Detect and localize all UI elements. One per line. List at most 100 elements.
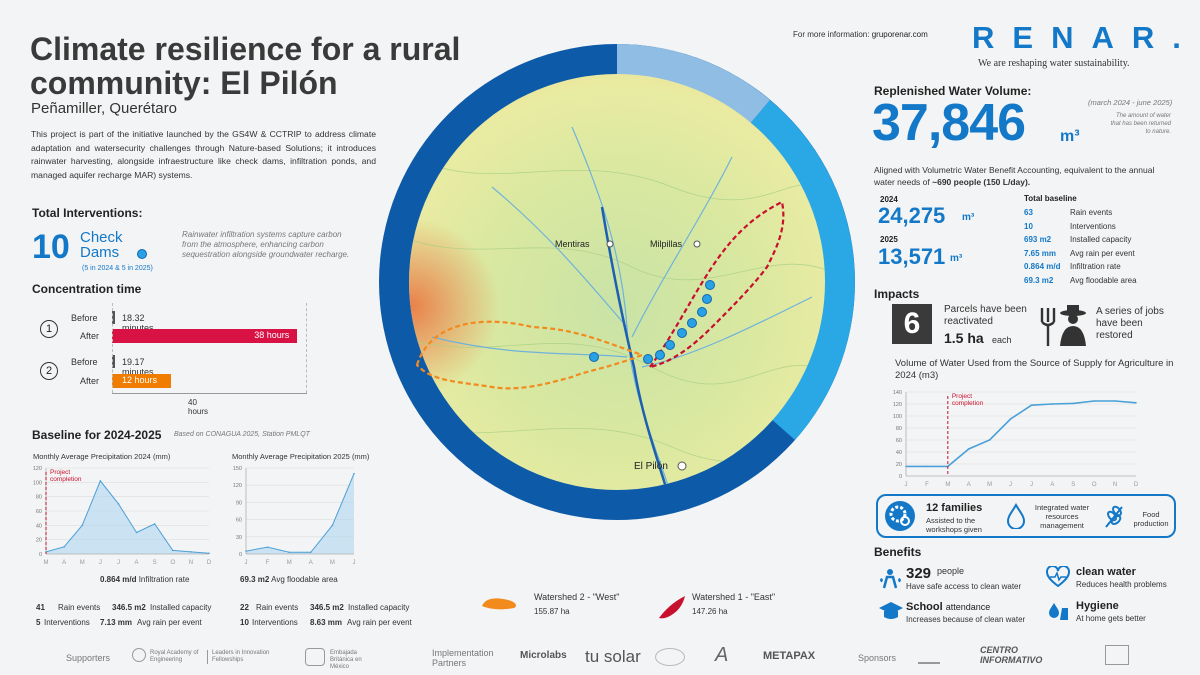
y-tick-label: 120 [893, 402, 902, 408]
data-point [81, 524, 84, 527]
people-value: 329 [906, 565, 932, 582]
volume-note: The amount of water that has been return… [1110, 113, 1171, 135]
parcels-text: Parcels have been reactivated [944, 304, 1027, 327]
x-tick-label: J [1030, 482, 1033, 488]
series-area [46, 480, 209, 554]
stat-2024-interventions-value: 5 [36, 618, 41, 627]
microlabs-logo: Microlabs [520, 650, 567, 661]
total-infiltration-label: Infiltration rate [1070, 262, 1121, 271]
supporters-label: Supporters [66, 653, 111, 663]
clean-water-title: clean water [1076, 566, 1136, 578]
y-tick-label: 80 [896, 426, 902, 432]
totals-heading: Total baseline [1024, 194, 1077, 203]
school-text: Increases because of clean water [906, 615, 1026, 624]
hygiene-title: Hygiene [1076, 600, 1119, 612]
stat-2025-area-value: 69.3 m2 [240, 575, 270, 584]
x-tick-label: A [1050, 482, 1054, 488]
clean-water-text: Reduces health problems [1076, 580, 1167, 589]
row1-after-label: After [80, 331, 100, 341]
data-point [99, 480, 102, 482]
footer: Supporters Royal Academy of Engineering … [0, 640, 1200, 675]
data-point [288, 551, 290, 554]
year1-unit: m³ [962, 212, 975, 223]
total-interventions-label: Interventions [1070, 221, 1116, 231]
farmer-icon [1040, 305, 1086, 346]
data-point [1093, 400, 1095, 402]
sponsors-label: Sponsors [858, 653, 897, 663]
stat-2024-interventions-label: Interventions [44, 618, 90, 627]
stat-2024-rate-value: 0.864 m/d [100, 575, 137, 584]
stat-2025-capacity-label: Installed capacity [348, 603, 410, 612]
legend-west-area: 155.87 ha [534, 607, 570, 616]
place-label-mentiras: Mentiras [555, 239, 590, 249]
row2-after-value: 12 hours [122, 375, 158, 385]
tusolar-logo: tu solar [585, 647, 641, 666]
concentration-scale-line [112, 393, 307, 394]
impact-box [876, 494, 1176, 538]
sponsor-1-logo-icon [918, 648, 940, 664]
x-tick-label: J [905, 482, 908, 488]
watershed-map: Mentiras Milpillas El Pilón [379, 44, 855, 520]
stat-2024-rate-label: Infiltration rate [138, 575, 190, 584]
y-tick-label: 120 [33, 466, 42, 472]
families-text: Assisted to the workshops given [926, 516, 982, 534]
total-rain-events-label: Rain events [1070, 208, 1113, 217]
year1-label: 2024 [880, 195, 898, 204]
brand-logo: RENAR. [972, 20, 1199, 55]
stat-2025-area: 69.3 m2 Avg floodable area [240, 575, 338, 584]
water-drop-icon [1006, 503, 1026, 529]
y-tick-label: 60 [896, 438, 902, 444]
total-floodable-value: 69.3 m2 [1024, 275, 1054, 285]
y-tick-label: 20 [896, 462, 902, 468]
agri-chart-title: Volume of Water Used from the Source of … [895, 358, 1174, 381]
data-point [153, 523, 156, 525]
metapax-logo: METAPAX [763, 650, 816, 662]
school-title-bold: School [906, 601, 943, 613]
x-tick-label: N [1113, 482, 1117, 488]
y-tick-label: 40 [896, 450, 902, 456]
x-tick-label: D [1134, 482, 1139, 488]
integrated-text: Integrated water resources management [1034, 503, 1090, 530]
x-tick-label: O [1092, 482, 1097, 488]
precip-2025-chart: 0 30 60 90 120 150 J F M A M J [233, 466, 356, 566]
check-dam-markers [589, 280, 715, 364]
interventions-note: Rainwater infiltration systems capture c… [182, 230, 350, 259]
concentration-scale-guides [112, 303, 307, 393]
volume-description-text: Aligned with Volumetric Water Benefit Ac… [874, 165, 1155, 187]
y-tick-label: 140 [893, 390, 902, 396]
data-point [1072, 402, 1075, 405]
stat-2025-avg-rain-value: 8.63 mm [310, 618, 343, 627]
row1-after-bar: 38 hours [112, 329, 298, 343]
chart-2024-title: Monthly Average Precipitation 2024 (mm) [33, 452, 171, 461]
x-tick-label: A [135, 560, 139, 566]
more-info-link[interactable]: gruporenar.com [871, 30, 928, 39]
series-line [45, 479, 210, 554]
data-point [353, 472, 355, 475]
x-tick-label: O [170, 560, 175, 566]
row1-before-bar [112, 311, 115, 324]
school-title-rest: attendance [945, 602, 991, 612]
organic-mode-logo-icon [655, 648, 685, 666]
stat-2025-capacity-value: 346.5 m2 [310, 603, 344, 612]
y-tick-label: 30 [236, 535, 242, 541]
volume-description-people: ~690 people (150 L/day). [932, 177, 1031, 187]
y-tick-label: 60 [236, 518, 242, 524]
stat-2024-events-label: Rain events [58, 603, 101, 612]
row2-before-value: 19.17 minutes [122, 357, 154, 377]
gears-icon [885, 501, 915, 531]
people-water-icon [880, 569, 901, 589]
volume-value: 37,846 [872, 94, 1026, 152]
x-tick-label: D [207, 560, 212, 566]
interventions-heading: Total Interventions: [32, 206, 143, 220]
x-tick-label: M [80, 560, 85, 566]
data-point [967, 448, 970, 450]
x-tick-label: J [117, 560, 120, 566]
data-point [190, 551, 192, 553]
y-tick-label: 100 [33, 480, 42, 486]
y-tick-label: 60 [36, 509, 42, 515]
x-tick-label: A [309, 560, 313, 566]
y-tick-label: 0 [39, 552, 42, 558]
volume-heading: Replenished Water Volume: [874, 84, 1032, 98]
food-text: Food production [1133, 510, 1169, 528]
y-tick-label: 120 [233, 483, 242, 489]
